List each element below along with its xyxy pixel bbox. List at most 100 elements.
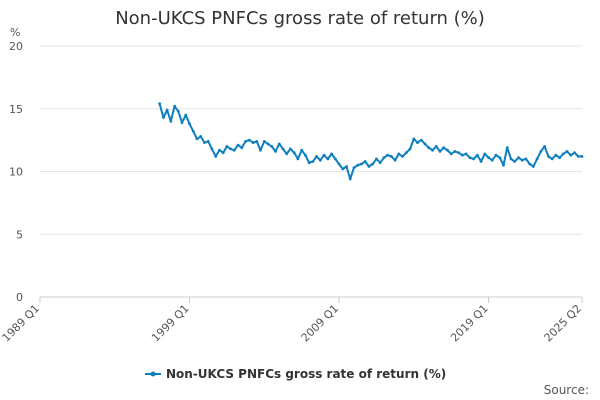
data-point[interactable] [277,142,281,146]
data-point[interactable] [528,162,532,166]
data-point[interactable] [505,146,509,150]
data-point[interactable] [468,156,472,160]
data-point[interactable] [307,161,311,165]
data-point[interactable] [266,142,270,146]
data-point[interactable] [367,165,371,168]
data-point[interactable] [472,157,475,161]
data-point[interactable] [322,153,326,157]
data-point[interactable] [558,156,561,160]
data-point[interactable] [547,155,550,158]
data-point[interactable] [318,158,322,162]
data-point[interactable] [233,148,236,152]
data-point[interactable] [550,157,554,161]
data-point[interactable] [221,151,225,155]
data-point[interactable] [412,137,416,141]
data-point[interactable] [573,151,576,155]
data-point[interactable] [397,152,401,156]
data-point[interactable] [195,137,199,141]
data-point[interactable] [285,152,289,156]
data-point[interactable] [453,150,457,153]
data-point[interactable] [382,156,386,160]
data-point[interactable] [225,145,229,148]
data-point[interactable] [191,129,195,133]
data-point[interactable] [333,157,337,161]
data-point[interactable] [479,160,483,163]
data-point[interactable] [229,147,233,151]
data-point[interactable] [247,138,251,142]
data-point[interactable] [502,163,505,167]
data-point[interactable] [363,160,367,163]
data-point[interactable] [442,146,446,150]
data-point[interactable] [390,155,393,158]
data-point[interactable] [210,147,214,151]
data-point[interactable] [461,153,464,157]
data-point[interactable] [169,119,173,123]
data-point[interactable] [341,167,345,171]
data-point[interactable] [199,135,203,138]
data-point[interactable] [438,150,442,153]
data-point[interactable] [401,155,404,158]
data-point[interactable] [464,152,468,156]
data-point[interactable] [162,116,165,119]
data-point[interactable] [184,113,188,117]
data-point[interactable] [498,156,502,160]
data-point[interactable] [535,157,539,161]
data-point[interactable] [565,150,569,153]
data-point[interactable] [532,165,535,168]
data-point[interactable] [487,156,490,160]
data-point[interactable] [311,160,315,163]
data-point[interactable] [180,121,184,124]
data-point[interactable] [408,147,412,151]
data-point[interactable] [356,163,360,167]
data-point[interactable] [188,122,191,126]
data-point[interactable] [240,146,244,150]
data-point[interactable] [434,145,438,148]
data-point[interactable] [378,161,382,165]
data-point[interactable] [255,140,259,143]
data-point[interactable] [561,152,565,156]
data-point[interactable] [300,148,304,152]
data-point[interactable] [214,155,218,158]
data-point[interactable] [296,157,300,161]
data-point[interactable] [337,162,341,166]
data-point[interactable] [539,150,543,153]
data-point[interactable] [517,156,520,160]
data-point[interactable] [490,158,494,162]
data-point[interactable] [281,147,285,151]
data-point[interactable] [203,141,206,145]
data-point[interactable] [513,160,517,163]
data-point[interactable] [158,102,162,106]
data-point[interactable] [576,155,580,158]
data-point[interactable] [345,165,348,168]
data-point[interactable] [289,147,292,151]
data-point[interactable] [274,150,277,153]
data-point[interactable] [494,153,498,157]
data-point[interactable] [251,141,255,145]
data-point[interactable] [348,177,352,181]
series-line[interactable] [158,102,583,180]
data-point[interactable] [165,108,169,112]
data-point[interactable] [483,152,487,156]
data-point[interactable] [360,162,363,166]
data-point[interactable] [375,157,378,161]
data-point[interactable] [446,148,449,152]
data-point[interactable] [520,158,524,162]
legend[interactable]: Non-UKCS PNFCs gross rate of return (%) [145,367,446,381]
data-point[interactable] [218,148,221,152]
data-point[interactable] [173,104,177,108]
data-point[interactable] [176,109,180,113]
data-point[interactable] [292,151,296,155]
data-point[interactable] [509,157,513,161]
data-point[interactable] [580,155,584,158]
data-point[interactable] [431,148,434,152]
data-point[interactable] [371,162,375,166]
data-point[interactable] [315,155,318,158]
data-point[interactable] [543,145,546,148]
data-point[interactable] [352,166,356,170]
data-point[interactable] [259,148,262,152]
data-point[interactable] [449,152,453,156]
data-point[interactable] [393,158,397,162]
data-point[interactable] [419,138,423,142]
data-point[interactable] [262,140,266,143]
data-point[interactable] [524,157,528,161]
